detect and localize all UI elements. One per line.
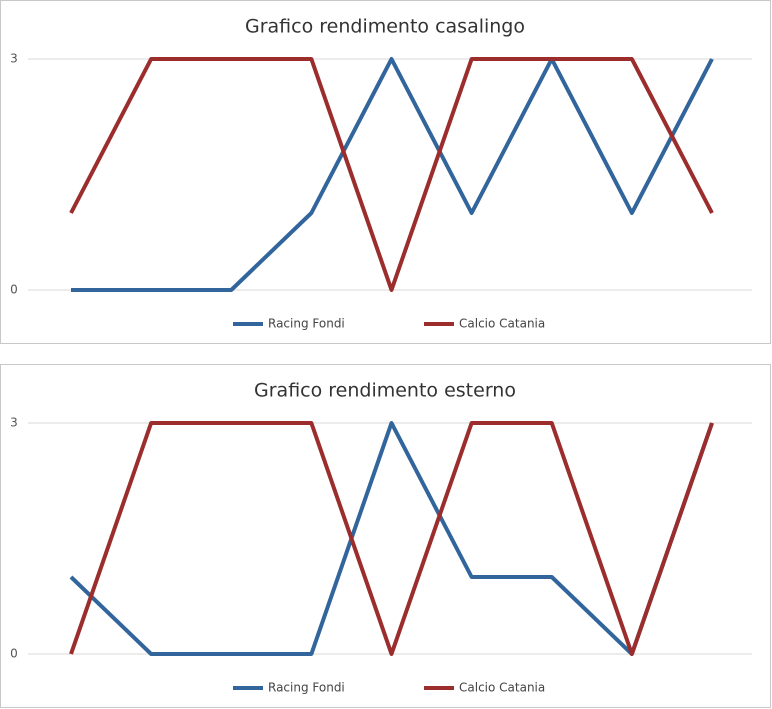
legend-label: Racing Fondi bbox=[268, 681, 345, 695]
y-tick-label: 0 bbox=[10, 647, 18, 661]
panel-border bbox=[0, 364, 771, 708]
chart-title: Grafico rendimento casalingo bbox=[245, 16, 525, 38]
legend-label: Calcio Catania bbox=[459, 317, 545, 331]
y-tick-label: 3 bbox=[10, 52, 18, 66]
chart-title: Grafico rendimento esterno bbox=[254, 380, 516, 402]
chart-panel: Grafico rendimento casalingo 0 3 Racing Fon… bbox=[0, 0, 771, 344]
series-line bbox=[69, 421, 714, 656]
series-line bbox=[71, 57, 714, 292]
y-tick-label: 3 bbox=[10, 416, 18, 430]
panel-border bbox=[0, 0, 771, 344]
chart-panel: Grafico rendimento esterno 0 3 Racing Fondi… bbox=[0, 364, 771, 708]
series-line bbox=[69, 57, 714, 292]
legend-label: Racing Fondi bbox=[268, 317, 345, 331]
y-tick-label: 0 bbox=[10, 283, 18, 297]
legend-label: Calcio Catania bbox=[459, 681, 545, 695]
series-line bbox=[69, 421, 714, 656]
